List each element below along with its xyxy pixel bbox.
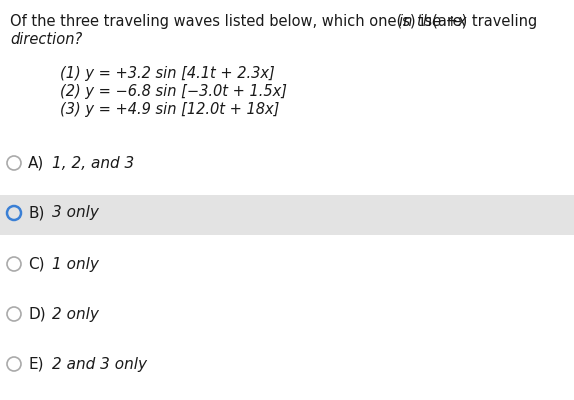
Text: 1, 2, and 3: 1, 2, and 3 bbox=[52, 156, 134, 170]
Text: B): B) bbox=[28, 206, 44, 220]
Bar bbox=[0, 195, 574, 235]
Text: (3) y = +4.9 sin [12.0t + 18x]: (3) y = +4.9 sin [12.0t + 18x] bbox=[60, 102, 280, 117]
Text: Of the three traveling waves listed below, which one(s) is(are) traveling: Of the three traveling waves listed belo… bbox=[10, 14, 542, 29]
Text: 2 only: 2 only bbox=[52, 306, 99, 322]
Text: 3 only: 3 only bbox=[52, 206, 99, 220]
Text: E): E) bbox=[28, 356, 44, 372]
Text: A): A) bbox=[28, 156, 44, 170]
Text: 1 only: 1 only bbox=[52, 256, 99, 272]
Text: in the +x: in the +x bbox=[399, 14, 467, 29]
Text: D): D) bbox=[28, 306, 45, 322]
Text: (2) y = −6.8 sin [−3.0t + 1.5x]: (2) y = −6.8 sin [−3.0t + 1.5x] bbox=[60, 84, 287, 99]
Text: 2 and 3 only: 2 and 3 only bbox=[52, 356, 147, 372]
Text: C): C) bbox=[28, 256, 45, 272]
Text: direction?: direction? bbox=[10, 32, 82, 47]
Text: (1) y = +3.2 sin [4.1t + 2.3x]: (1) y = +3.2 sin [4.1t + 2.3x] bbox=[60, 66, 275, 81]
